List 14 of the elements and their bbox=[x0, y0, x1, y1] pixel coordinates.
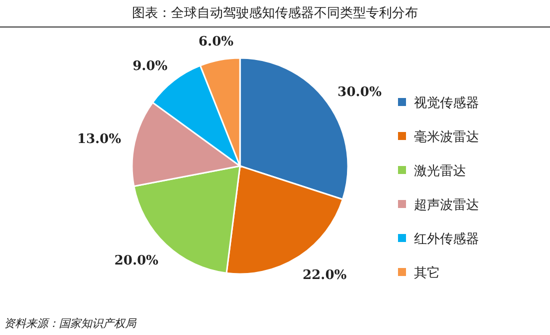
chart-title: 图表：全球自动驾驶感知传感器不同类型专利分布 bbox=[132, 6, 418, 21]
data-label: 22.0% bbox=[302, 268, 348, 284]
legend-label: 毫米波雷达 bbox=[414, 129, 479, 145]
data-label: 9.0% bbox=[132, 58, 168, 74]
text: 资料来源：国家知识产权局 bbox=[4, 317, 137, 330]
legend-label: 红外传感器 bbox=[414, 232, 479, 247]
legend-label: 超声波雷达 bbox=[414, 198, 479, 213]
data-label: 6.0% bbox=[198, 34, 234, 50]
legend-label: 其它 bbox=[414, 265, 440, 281]
data-label: 13.0% bbox=[77, 132, 122, 148]
data-label: 30.0% bbox=[338, 84, 382, 100]
legend-label: 视觉传感器 bbox=[414, 96, 479, 111]
legend-label: 激光雷达 bbox=[414, 164, 466, 179]
data-label: 20.0% bbox=[114, 253, 160, 268]
